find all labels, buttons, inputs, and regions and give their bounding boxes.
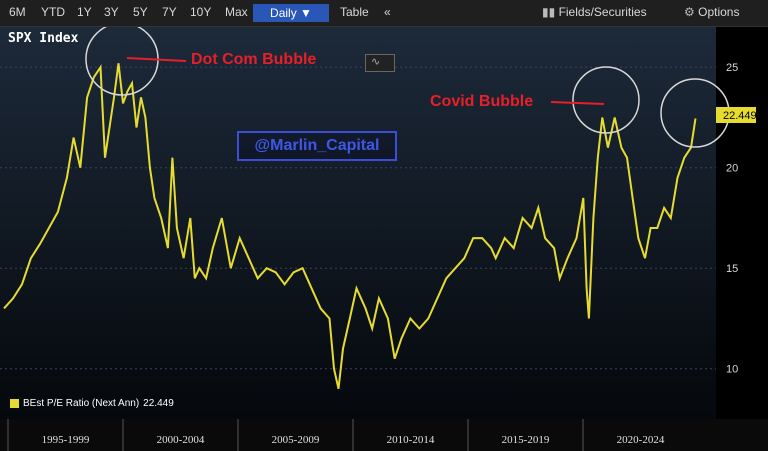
- covid-arrow-line: [550, 101, 605, 105]
- plot-background: [0, 27, 716, 419]
- last-value-text: 22.449: [723, 110, 757, 122]
- legend-swatch: [10, 399, 19, 408]
- y-tick-label: 20: [726, 163, 738, 175]
- range-10y-button[interactable]: 10Y: [190, 5, 212, 19]
- pe-ratio-series-line: [3, 63, 697, 390]
- x-tick-label: 1995-1999: [42, 434, 90, 446]
- pe-ratio-chart: 1995-1999 2000-2004 2005-2009 2010-2014 2015…: [0, 27, 768, 451]
- fields-securities-label: Fields/Securities: [558, 5, 647, 19]
- range-3y-button[interactable]: 3Y: [104, 5, 119, 19]
- x-tick-label: 2010-2014: [387, 434, 435, 446]
- dotcom-arrow-line: [126, 57, 187, 62]
- last-value-tag: [716, 107, 756, 123]
- y-tick-label: 25: [726, 62, 738, 74]
- x-tick-label: 2005-2009: [272, 434, 320, 446]
- line-chart-icon: ∿: [371, 56, 381, 68]
- range-7y-button[interactable]: 7Y: [162, 5, 177, 19]
- range-max-button[interactable]: Max: [225, 5, 248, 19]
- x-tick-label: 2000-2004: [157, 434, 205, 446]
- options-button[interactable]: ⚙ Options: [684, 5, 739, 19]
- range-ytd-button[interactable]: YTD: [41, 5, 65, 19]
- x-axis-panel: [0, 419, 768, 451]
- legend-label: BEst P/E Ratio (Next Ann): [23, 398, 140, 409]
- security-name: SPX Index: [8, 31, 79, 46]
- range-6m-button[interactable]: 6M: [9, 5, 26, 19]
- chart-area: 1995-1999 2000-2004 2005-2009 2010-2014 2015…: [0, 27, 768, 451]
- gear-icon: ⚙: [684, 5, 695, 19]
- table-button[interactable]: Table: [340, 5, 369, 19]
- y-axis-panel: [716, 27, 768, 419]
- x-axis-labels: 1995-1999 2000-2004 2005-2009 2010-2014 2015…: [7, 419, 665, 451]
- x-tick-label: 2020-2024: [617, 434, 665, 446]
- x-tick-label: 2015-2019: [502, 434, 550, 446]
- chart-toolbar: 6M YTD 1Y 3Y 5Y 7Y 10Y Max Daily ▼ Table…: [0, 0, 768, 27]
- frequency-dropdown[interactable]: Daily ▼: [253, 4, 329, 22]
- bar-chart-icon: ▮▮: [542, 5, 556, 19]
- y-tick-label: 10: [726, 364, 738, 376]
- chart-legend: BEst P/E Ratio (Next Ann) 22.449: [10, 398, 174, 409]
- y-axis-labels: 10 15 20 25: [726, 62, 738, 376]
- collapse-button[interactable]: «: [384, 5, 391, 19]
- fields-securities-button[interactable]: ▮▮ Fields/Securities: [542, 5, 647, 19]
- covid-annotation: Covid Bubble: [430, 93, 534, 110]
- range-5y-button[interactable]: 5Y: [133, 5, 148, 19]
- dotcom-annotation: Dot Com Bubble: [191, 51, 317, 68]
- watermark-label: @Marlin_Capital: [237, 131, 397, 161]
- y-tick-label: 15: [726, 263, 738, 275]
- options-label: Options: [698, 5, 740, 19]
- legend-value: 22.449: [143, 398, 174, 409]
- range-1y-button[interactable]: 1Y: [77, 5, 92, 19]
- chart-type-button[interactable]: ∿: [365, 54, 395, 72]
- covid-highlight-circle: [572, 66, 640, 134]
